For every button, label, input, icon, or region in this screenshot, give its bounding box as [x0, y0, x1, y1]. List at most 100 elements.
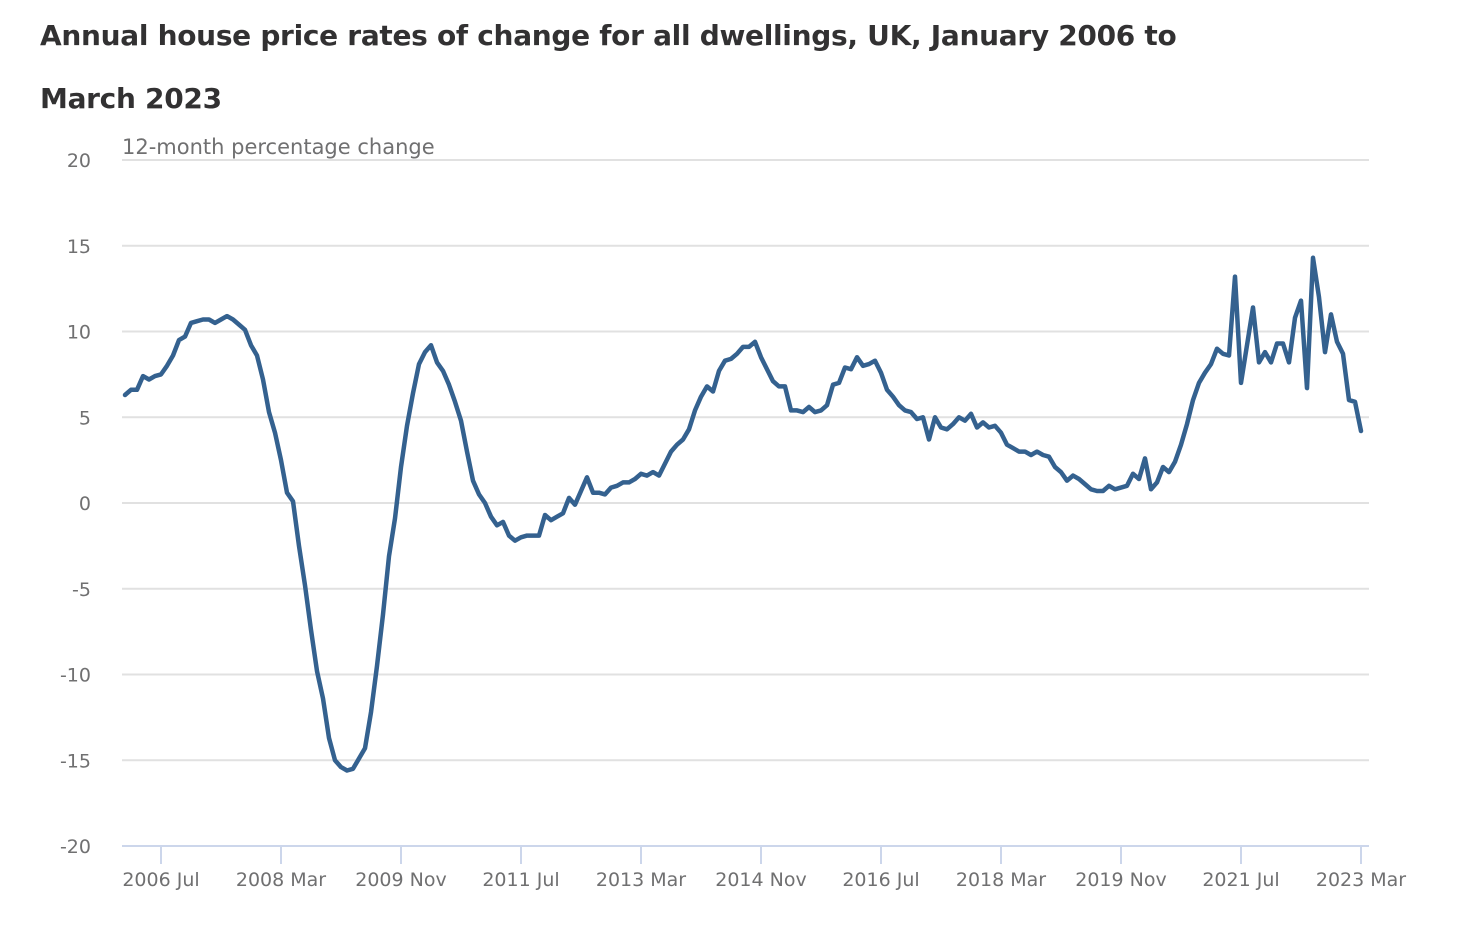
data-point [1083, 482, 1087, 486]
data-point [513, 539, 517, 543]
data-point [1257, 360, 1261, 364]
data-point [699, 395, 703, 399]
x-tick-label: 2019 Nov [1075, 869, 1166, 891]
data-point [429, 343, 433, 347]
data-point [1317, 295, 1321, 299]
data-point [171, 354, 175, 358]
data-point [435, 360, 439, 364]
data-point [363, 746, 367, 750]
data-point [675, 443, 679, 447]
data-point [393, 516, 397, 520]
data-point [801, 410, 805, 414]
x-tick-label: 2011 Jul [482, 869, 559, 891]
data-point [1101, 489, 1105, 493]
data-point [231, 317, 235, 321]
data-point [1017, 450, 1021, 454]
data-point [1335, 340, 1339, 344]
data-point [561, 511, 565, 515]
series-group [122, 255, 1364, 773]
data-point [891, 395, 895, 399]
data-point [531, 534, 535, 538]
data-point [969, 412, 973, 416]
data-point [855, 355, 859, 359]
data-point [1041, 453, 1045, 457]
data-point [939, 426, 943, 430]
data-point [1233, 275, 1237, 279]
data-point [297, 544, 301, 548]
data-point [825, 403, 829, 407]
data-point [501, 520, 505, 524]
data-point [837, 381, 841, 385]
data-point [285, 491, 289, 495]
data-point [591, 491, 595, 495]
data-point [1239, 381, 1243, 385]
data-point [465, 450, 469, 454]
data-point [879, 371, 883, 375]
data-point [1287, 360, 1291, 364]
data-point [597, 491, 601, 495]
data-point [279, 458, 283, 462]
y-tick-label: -5 [72, 579, 91, 601]
data-point [1143, 456, 1147, 460]
y-tick-label: -15 [60, 750, 91, 772]
data-point [159, 372, 163, 376]
data-point [405, 424, 409, 428]
y-tick-label: -20 [60, 836, 91, 858]
data-point [1353, 400, 1357, 404]
data-point [1347, 398, 1351, 402]
data-point [981, 420, 985, 424]
data-point [129, 388, 133, 392]
data-point [1221, 352, 1225, 356]
data-point [1281, 342, 1285, 346]
data-point [1161, 465, 1165, 469]
data-point [735, 352, 739, 356]
data-point [945, 427, 949, 431]
data-point [975, 426, 979, 430]
x-tick-label: 2014 Nov [715, 869, 806, 891]
data-point [849, 367, 853, 371]
data-point [567, 496, 571, 500]
data-point [555, 515, 559, 519]
data-point [1029, 453, 1033, 457]
data-point [333, 758, 337, 762]
data-point [309, 628, 313, 632]
data-point [711, 390, 715, 394]
data-point [489, 515, 493, 519]
data-point [885, 388, 889, 392]
data-point [267, 410, 271, 414]
data-point [477, 492, 481, 496]
y-tick-label: -10 [60, 665, 91, 687]
data-point [1341, 352, 1345, 356]
data-point [441, 369, 445, 373]
data-point [201, 317, 205, 321]
data-point [1065, 479, 1069, 483]
data-point [933, 415, 937, 419]
data-point [387, 554, 391, 558]
data-point [1227, 354, 1231, 358]
x-tick-label: 2008 Mar [236, 869, 326, 891]
data-point [897, 403, 901, 407]
data-point [957, 415, 961, 419]
data-point [909, 410, 913, 414]
data-point [177, 338, 181, 342]
data-point [141, 374, 145, 378]
data-point [873, 359, 877, 363]
data-point [687, 427, 691, 431]
data-point [1173, 460, 1177, 464]
data-point [951, 422, 955, 426]
data-point [819, 408, 823, 412]
data-point [1137, 477, 1141, 481]
data-point [537, 534, 541, 538]
data-point [717, 369, 721, 373]
data-point [447, 383, 451, 387]
y-tick-label: 10 [67, 322, 91, 344]
data-point [813, 410, 817, 414]
data-point [321, 697, 325, 701]
data-point [225, 314, 229, 318]
data-point [783, 384, 787, 388]
data-point [327, 736, 331, 740]
series-line [122, 255, 1364, 773]
data-point [399, 465, 403, 469]
data-point [1053, 465, 1057, 469]
data-point [867, 362, 871, 366]
